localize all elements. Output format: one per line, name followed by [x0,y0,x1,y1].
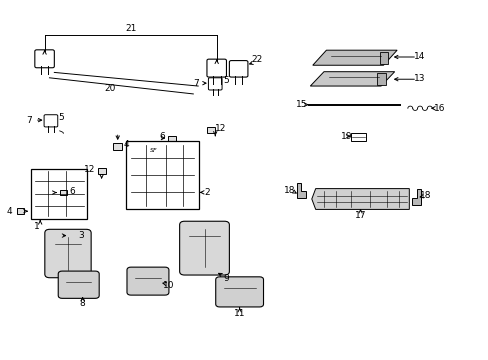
FancyBboxPatch shape [179,221,229,275]
Text: 7: 7 [192,79,198,88]
Text: 10: 10 [163,281,174,290]
Polygon shape [311,189,408,210]
FancyBboxPatch shape [45,229,91,278]
Text: 16: 16 [433,104,445,113]
Text: 2: 2 [204,188,210,197]
FancyBboxPatch shape [229,60,247,77]
Polygon shape [310,72,394,86]
FancyBboxPatch shape [58,271,99,298]
Text: 22: 22 [251,55,262,64]
Text: 18: 18 [419,190,431,199]
Bar [379,51,387,64]
Text: 12: 12 [215,123,226,132]
FancyBboxPatch shape [206,59,226,77]
Text: 12: 12 [83,165,95,174]
FancyBboxPatch shape [208,78,222,90]
Text: 4: 4 [7,207,12,216]
Polygon shape [297,183,305,198]
Text: 5: 5 [59,113,64,122]
Text: 20: 20 [104,84,116,93]
FancyBboxPatch shape [127,267,168,295]
Bar [168,135,176,142]
Text: 15: 15 [296,100,307,109]
Text: 7: 7 [26,116,32,125]
Polygon shape [411,189,420,205]
Bar [376,73,385,85]
Text: 21: 21 [125,24,136,33]
Bar [207,127,215,133]
Text: 1: 1 [34,222,40,231]
Text: 18: 18 [283,185,294,194]
Text: 13: 13 [413,74,425,83]
Bar [98,168,105,174]
Bar [350,133,366,140]
Text: SF: SF [149,148,157,153]
Text: 3: 3 [79,231,84,240]
Bar [126,141,198,210]
Bar [60,190,66,195]
Polygon shape [312,50,396,65]
Text: 4: 4 [123,140,129,149]
Bar [31,168,87,219]
Text: 14: 14 [413,52,425,61]
Text: 6: 6 [160,132,165,141]
FancyBboxPatch shape [44,115,58,127]
Text: 8: 8 [80,299,85,308]
Bar [113,143,122,150]
Text: 19: 19 [341,132,352,141]
Bar [17,208,23,214]
FancyBboxPatch shape [215,277,263,307]
Text: 5: 5 [223,76,228,85]
Text: 17: 17 [354,211,366,220]
Text: 6: 6 [69,186,75,195]
FancyBboxPatch shape [35,50,54,68]
Bar [69,232,76,239]
Text: 11: 11 [233,309,245,318]
Text: 9: 9 [223,274,229,283]
